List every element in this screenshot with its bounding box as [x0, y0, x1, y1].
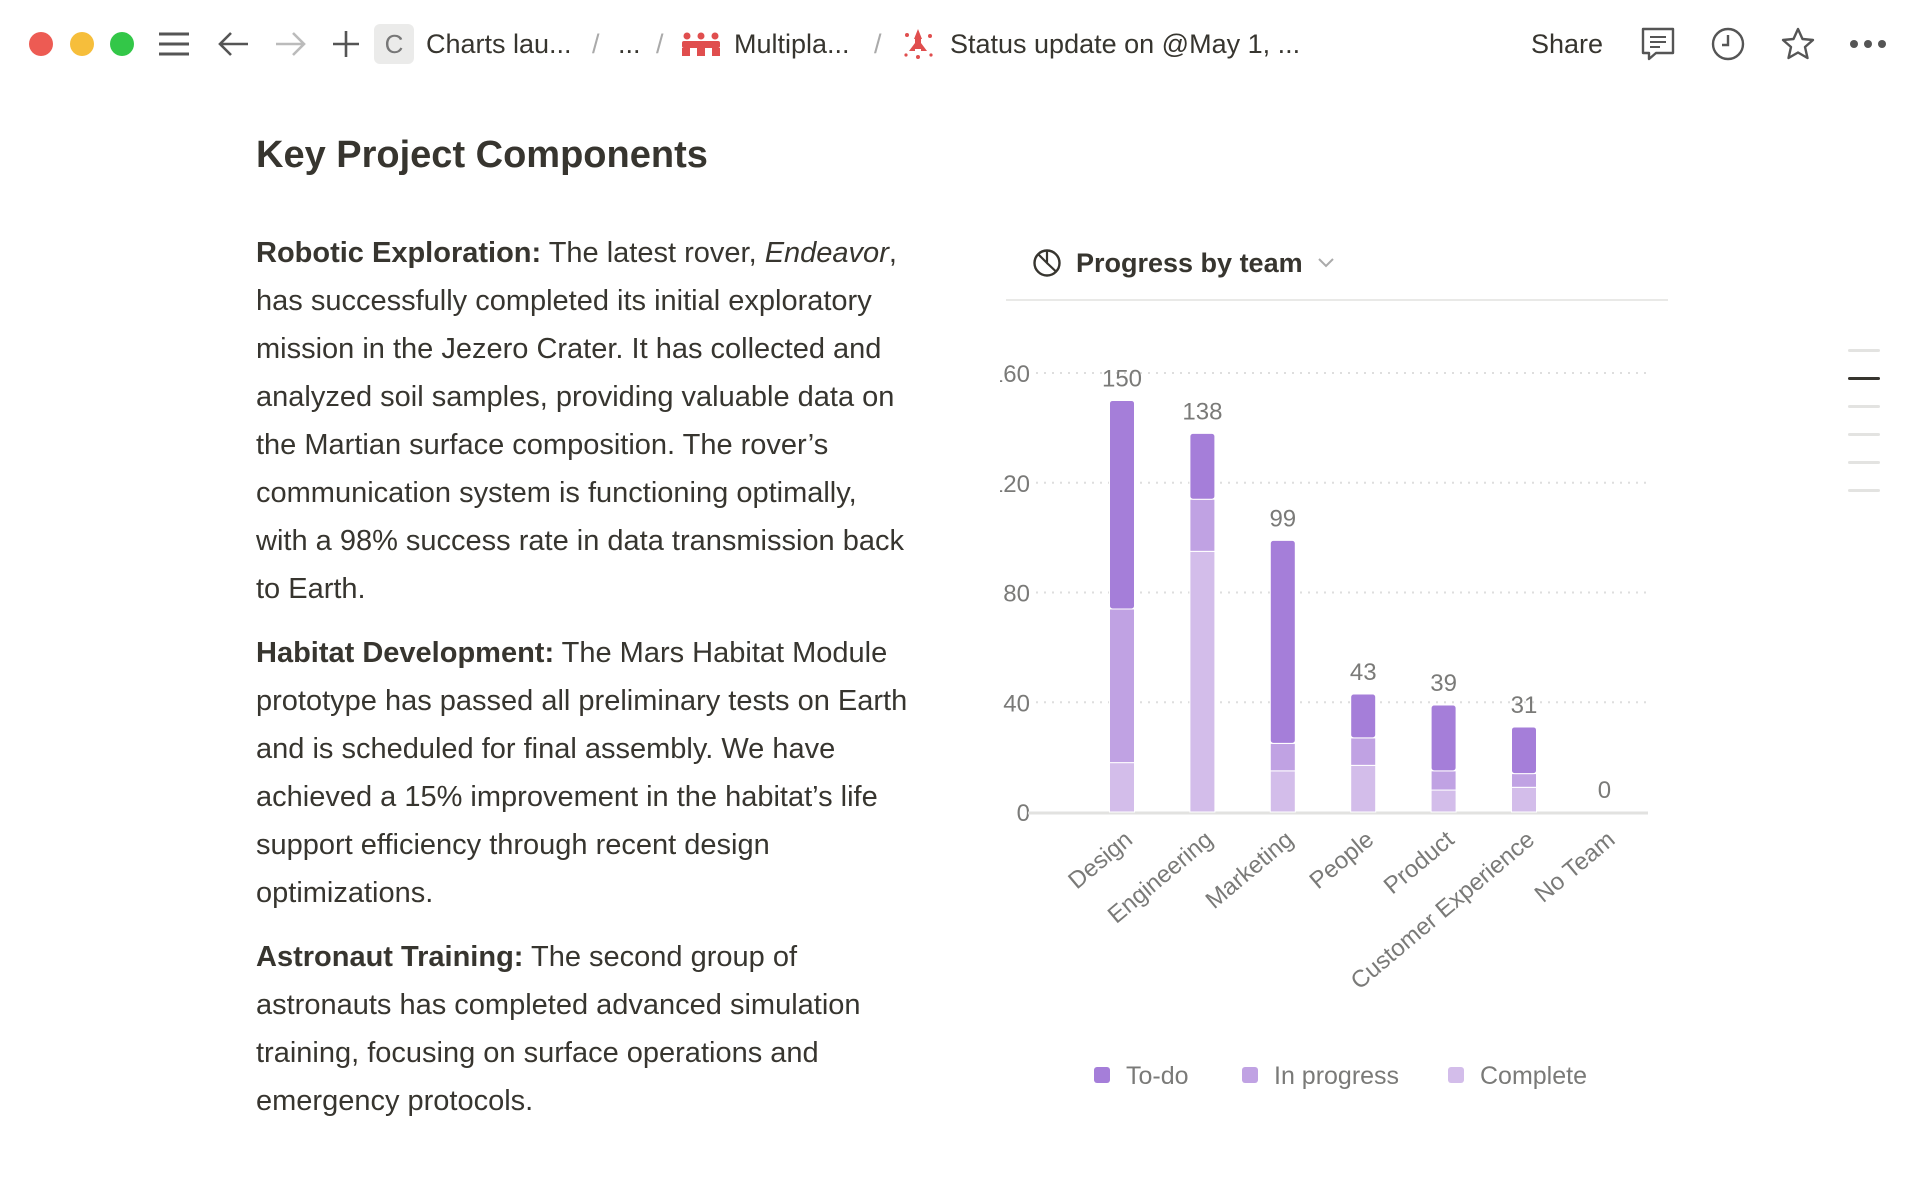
breadcrumb-item-ellipsis[interactable]: ... — [618, 29, 641, 59]
legend-item: In progress — [1274, 1062, 1399, 1090]
share-button[interactable]: Share — [1531, 29, 1604, 59]
paragraph-text: , has successfully completed its initial… — [256, 237, 904, 605]
workspace-badge[interactable]: C — [374, 24, 414, 64]
chart-header[interactable]: Progress by team — [1032, 242, 1335, 284]
menu-icon[interactable] — [156, 24, 192, 64]
legend-item: Complete — [1480, 1062, 1587, 1090]
y-tick-label: 120 — [1000, 471, 1030, 498]
breadcrumb-separator: / — [656, 29, 664, 59]
y-tick-label: 0 — [1017, 800, 1030, 827]
page-heading: Key Project Components — [256, 134, 708, 176]
breadcrumb-item-multiplayer[interactable]: Multipla... — [734, 29, 850, 59]
bar-segment-complete — [1189, 550, 1216, 813]
outline-item[interactable] — [1848, 377, 1880, 380]
forward-arrow-icon[interactable] — [272, 24, 308, 64]
bar-segment-in-progress — [1189, 498, 1216, 552]
minimize-window-button[interactable] — [70, 32, 94, 56]
people-icon — [680, 24, 722, 64]
chart-pie-icon — [1032, 248, 1062, 278]
paragraph-text: The Mars Habitat Module prototype has pa… — [256, 637, 908, 909]
bar-segment-complete — [1430, 789, 1457, 813]
breadcrumb-item-charts[interactable]: Charts lau... — [426, 29, 572, 59]
paragraph-lead: Habitat Development: — [256, 637, 555, 669]
chart-divider — [1006, 299, 1668, 301]
stacked-bar-chart: 04080120160150Design138Engineering99Mark… — [1000, 361, 1648, 1090]
x-tick-label: Marketing — [1201, 826, 1299, 914]
bar-segment-to-do — [1350, 693, 1377, 739]
star-icon[interactable] — [1778, 24, 1818, 64]
chevron-down-icon[interactable] — [1317, 257, 1335, 269]
more-icon[interactable] — [1848, 24, 1888, 64]
comment-icon[interactable] — [1638, 24, 1678, 64]
x-tick-label: Design — [1063, 826, 1138, 895]
outline-item[interactable] — [1848, 433, 1880, 436]
top-bar: C Charts lau... / ... / Multipla... / St… — [0, 0, 1920, 88]
bar-total-label: 138 — [1182, 398, 1222, 425]
breadcrumb-separator: / — [592, 29, 600, 59]
y-tick-label: 40 — [1003, 690, 1030, 717]
outline-item[interactable] — [1848, 461, 1880, 464]
outline-item[interactable] — [1848, 405, 1880, 408]
bar-segment-complete — [1511, 786, 1537, 813]
bar-segment-to-do — [1269, 539, 1296, 744]
paragraph-lead: Robotic Exploration: — [256, 237, 542, 269]
page-body: Robotic Exploration: The latest rover, E… — [256, 229, 916, 1141]
legend-swatch — [1094, 1067, 1110, 1083]
x-tick-label: No Team — [1530, 826, 1621, 908]
legend-swatch — [1242, 1067, 1258, 1083]
bar-total-label: 150 — [1102, 365, 1142, 392]
bar-total-label: 0 — [1598, 777, 1611, 804]
bar-segment-complete — [1350, 764, 1377, 813]
back-arrow-icon[interactable] — [216, 24, 252, 64]
legend-item: To-do — [1126, 1062, 1189, 1090]
rocket-icon — [900, 24, 936, 64]
close-window-button[interactable] — [29, 32, 53, 56]
bar-segment-in-progress — [1511, 773, 1537, 788]
bar-segment-to-do — [1430, 704, 1457, 772]
bar-total-label: 99 — [1269, 505, 1296, 532]
bar-segment-to-do — [1511, 726, 1537, 775]
chart-title: Progress by team — [1076, 247, 1303, 278]
paragraph-robotic-exploration: Robotic Exploration: The latest rover, E… — [256, 229, 916, 613]
legend-swatch — [1448, 1067, 1464, 1083]
bar-total-label: 31 — [1511, 692, 1538, 719]
outline-item[interactable] — [1848, 489, 1880, 492]
plus-icon[interactable] — [328, 24, 364, 64]
bar-segment-to-do — [1189, 432, 1216, 500]
breadcrumb-item-status-update[interactable]: Status update on @May 1, ... — [950, 29, 1301, 59]
paragraph-lead: Astronaut Training: — [256, 941, 524, 973]
bar-total-label: 43 — [1350, 659, 1377, 686]
paragraph-astronaut-training: Astronaut Training: The second group of … — [256, 933, 916, 1125]
clock-icon[interactable] — [1708, 24, 1748, 64]
bar-segment-in-progress — [1109, 608, 1135, 764]
bar-segment-in-progress — [1269, 742, 1296, 772]
paragraph-text: The second group of astronauts has compl… — [256, 941, 861, 1117]
bar-segment-in-progress — [1350, 737, 1377, 766]
x-tick-label: People — [1304, 826, 1379, 895]
maximize-window-button[interactable] — [110, 32, 134, 56]
y-tick-label: 80 — [1003, 581, 1030, 608]
outline-item[interactable] — [1848, 349, 1880, 352]
rover-name: Endeavor — [764, 237, 889, 269]
paragraph-text: The latest rover, — [541, 237, 765, 269]
paragraph-habitat-development: Habitat Development: The Mars Habitat Mo… — [256, 629, 916, 917]
breadcrumb-separator: / — [874, 29, 882, 59]
bar-segment-complete — [1109, 762, 1135, 813]
bar-segment-complete — [1269, 770, 1296, 813]
y-tick-label: 160 — [1000, 361, 1030, 388]
bar-segment-to-do — [1109, 399, 1135, 610]
bar-segment-in-progress — [1430, 770, 1457, 791]
bar-total-label: 39 — [1430, 670, 1457, 697]
